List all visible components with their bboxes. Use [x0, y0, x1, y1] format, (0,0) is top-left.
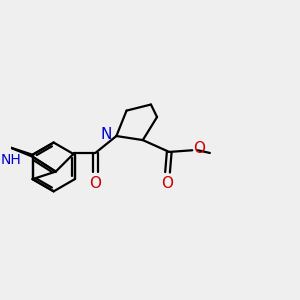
- Text: O: O: [89, 176, 101, 191]
- Text: N: N: [100, 127, 112, 142]
- Text: NH: NH: [1, 153, 21, 167]
- Text: O: O: [161, 176, 173, 191]
- Text: O: O: [193, 141, 205, 156]
